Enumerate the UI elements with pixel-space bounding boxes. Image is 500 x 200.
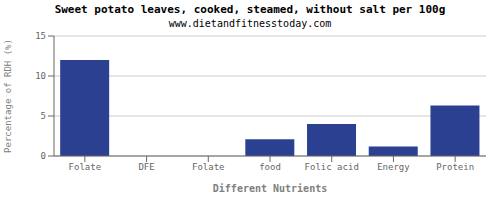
svg-text:10: 10 [35, 71, 46, 81]
svg-text:Different Nutrients: Different Nutrients [213, 183, 327, 194]
svg-text:0: 0 [41, 151, 46, 161]
svg-text:Folate: Folate [69, 162, 102, 172]
svg-text:Folate: Folate [192, 162, 225, 172]
svg-text:Folic acid: Folic acid [305, 162, 359, 172]
svg-text:Energy: Energy [377, 162, 410, 172]
svg-text:Percentage of RDH (%): Percentage of RDH (%) [8, 39, 13, 153]
svg-text:15: 15 [35, 31, 46, 41]
svg-text:5: 5 [41, 111, 46, 121]
svg-text:DFE: DFE [138, 162, 154, 172]
html-text:www.dietandfitnesstoday.com: www.dietandfitnesstoday.com [168, 18, 332, 29]
svg-text:food: food [259, 162, 281, 172]
svg-text:Protein: Protein [436, 162, 474, 172]
html-text:Sweet potato leaves, cooked, s: Sweet potato leaves, cooked, steamed, wi… [54, 3, 446, 16]
